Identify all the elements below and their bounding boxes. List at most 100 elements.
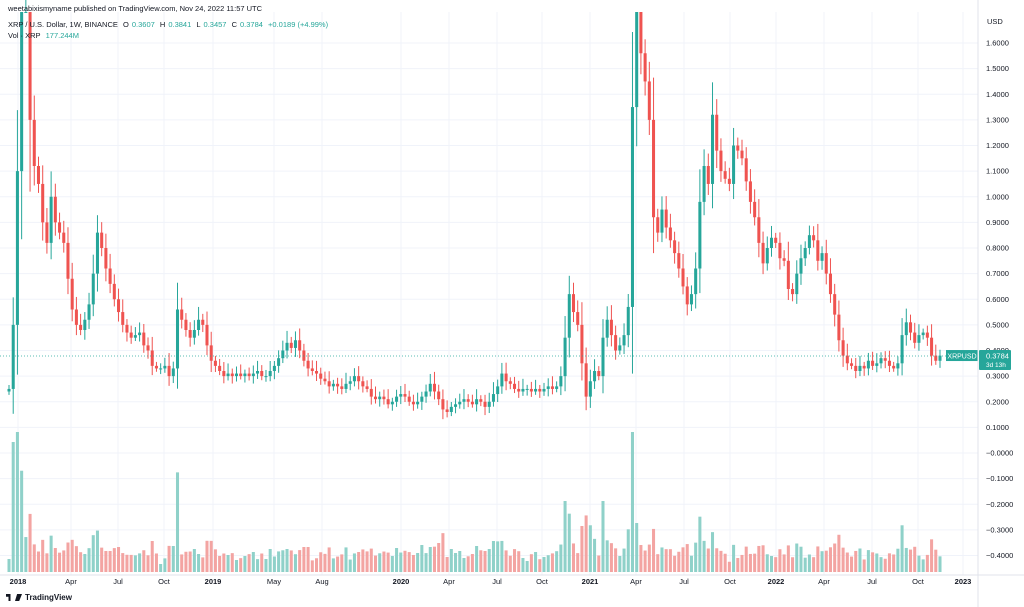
volume-bar bbox=[298, 550, 302, 572]
candle-body bbox=[79, 324, 83, 330]
candle-body bbox=[230, 373, 234, 377]
candle-body bbox=[879, 358, 883, 364]
y-tick-label: −0.4000 bbox=[986, 551, 1013, 560]
candle-body bbox=[420, 396, 424, 402]
candle-body bbox=[626, 306, 630, 336]
candle-body bbox=[668, 227, 672, 241]
volume-bar bbox=[70, 539, 74, 572]
volume-bar bbox=[41, 539, 45, 572]
candle-body bbox=[908, 322, 913, 333]
volume-bar bbox=[635, 523, 639, 572]
candle-body bbox=[875, 363, 879, 366]
candle-body bbox=[175, 309, 180, 369]
candle-body bbox=[289, 342, 293, 348]
volume-bar bbox=[917, 555, 921, 572]
candle-body bbox=[466, 399, 470, 402]
candle-body bbox=[706, 166, 710, 184]
low-label: L bbox=[196, 20, 201, 29]
candle-body bbox=[28, 12, 32, 120]
candle-body bbox=[702, 166, 706, 202]
candle-body bbox=[142, 332, 146, 346]
candle-body bbox=[559, 376, 563, 387]
candle-body bbox=[192, 330, 196, 338]
open-value: 0.3607 bbox=[131, 20, 155, 29]
volume-bar bbox=[786, 545, 790, 572]
candle-body bbox=[525, 388, 529, 390]
candle-body bbox=[285, 342, 289, 351]
candle-body bbox=[550, 386, 554, 389]
candle-body bbox=[154, 365, 158, 369]
volume-bar bbox=[824, 550, 828, 572]
volume-bar bbox=[803, 557, 807, 572]
volume-bar bbox=[597, 555, 601, 572]
candle-body bbox=[677, 253, 681, 269]
x-tick-label: Apr bbox=[818, 577, 830, 586]
symbol-title[interactable]: XRP / U.S. Dollar, 1W, BINANCE bbox=[8, 20, 118, 29]
candle-body bbox=[201, 319, 205, 325]
x-tick-label: Oct bbox=[724, 577, 737, 586]
candle-body bbox=[226, 373, 230, 377]
candle-body bbox=[357, 376, 361, 382]
volume-bar bbox=[774, 557, 778, 572]
candle-body bbox=[887, 360, 891, 366]
candle-body bbox=[15, 171, 19, 325]
volume-bar bbox=[239, 558, 243, 572]
candle-body bbox=[689, 294, 693, 305]
candle-body bbox=[816, 240, 820, 261]
volume-bar bbox=[95, 530, 99, 572]
volume-bar bbox=[694, 542, 698, 572]
volume-bar bbox=[601, 501, 605, 572]
volume-bar bbox=[862, 559, 866, 572]
volume-bar bbox=[369, 548, 373, 572]
volume-bar bbox=[727, 561, 731, 572]
candle-body bbox=[900, 335, 904, 364]
volume-bar bbox=[841, 547, 845, 572]
tradingview-brand[interactable]: TradingView bbox=[6, 593, 72, 602]
candle-body bbox=[845, 355, 849, 364]
high-value: 0.3841 bbox=[168, 20, 192, 29]
volume-bar bbox=[74, 546, 78, 572]
volume-bar bbox=[407, 552, 411, 572]
candle-body bbox=[213, 360, 217, 366]
candle-body bbox=[260, 371, 264, 377]
volume-bar bbox=[83, 554, 87, 572]
y-tick-label: 1.5000 bbox=[986, 64, 1009, 73]
x-tick-label: Oct bbox=[158, 577, 171, 586]
volume-bar bbox=[677, 551, 681, 572]
candle-body bbox=[125, 324, 129, 333]
candle-body bbox=[24, 12, 28, 13]
candle-body bbox=[344, 383, 348, 389]
symbol-badge bbox=[946, 350, 978, 362]
volume-bar bbox=[458, 551, 462, 572]
volume-bar bbox=[138, 553, 142, 572]
volume-bar bbox=[251, 552, 255, 572]
volume-bar bbox=[428, 547, 432, 572]
volume-bar bbox=[466, 556, 470, 572]
low-value: 0.3457 bbox=[203, 20, 227, 29]
candle-body bbox=[820, 253, 824, 261]
volume-value: 177.244M bbox=[45, 31, 79, 40]
time-axis[interactable]: 2018 Apr Jul Oct 2019 May Aug 2020 Apr Jul Oct 2021… bbox=[0, 574, 1024, 586]
candle-body bbox=[432, 383, 436, 392]
volume-bar bbox=[24, 537, 28, 572]
candle-body bbox=[112, 283, 116, 300]
volume-bar bbox=[593, 538, 597, 572]
candle-body bbox=[49, 196, 53, 243]
volume-label[interactable]: Vol · XRP bbox=[8, 31, 41, 40]
candle-body bbox=[323, 378, 327, 382]
candle-body bbox=[799, 258, 803, 274]
volume-bar bbox=[441, 533, 445, 572]
candle-body bbox=[108, 268, 112, 284]
symbol-badge-text: XRPUSD bbox=[947, 354, 976, 361]
candle-body bbox=[555, 386, 559, 389]
candle-body bbox=[167, 365, 171, 377]
volume-bar bbox=[264, 559, 268, 572]
volume-bar bbox=[938, 556, 942, 572]
candle-body bbox=[373, 396, 378, 400]
price-axis[interactable]: USD 1.6000 1.5000 1.4000 1.3000 1.2000 1.1000 1… bbox=[977, 0, 1013, 607]
volume-bar bbox=[660, 547, 664, 572]
volume-bar bbox=[373, 555, 378, 572]
x-tick-label: Oct bbox=[536, 577, 549, 586]
volume-legend: Vol · XRP 177.244M bbox=[8, 31, 82, 40]
